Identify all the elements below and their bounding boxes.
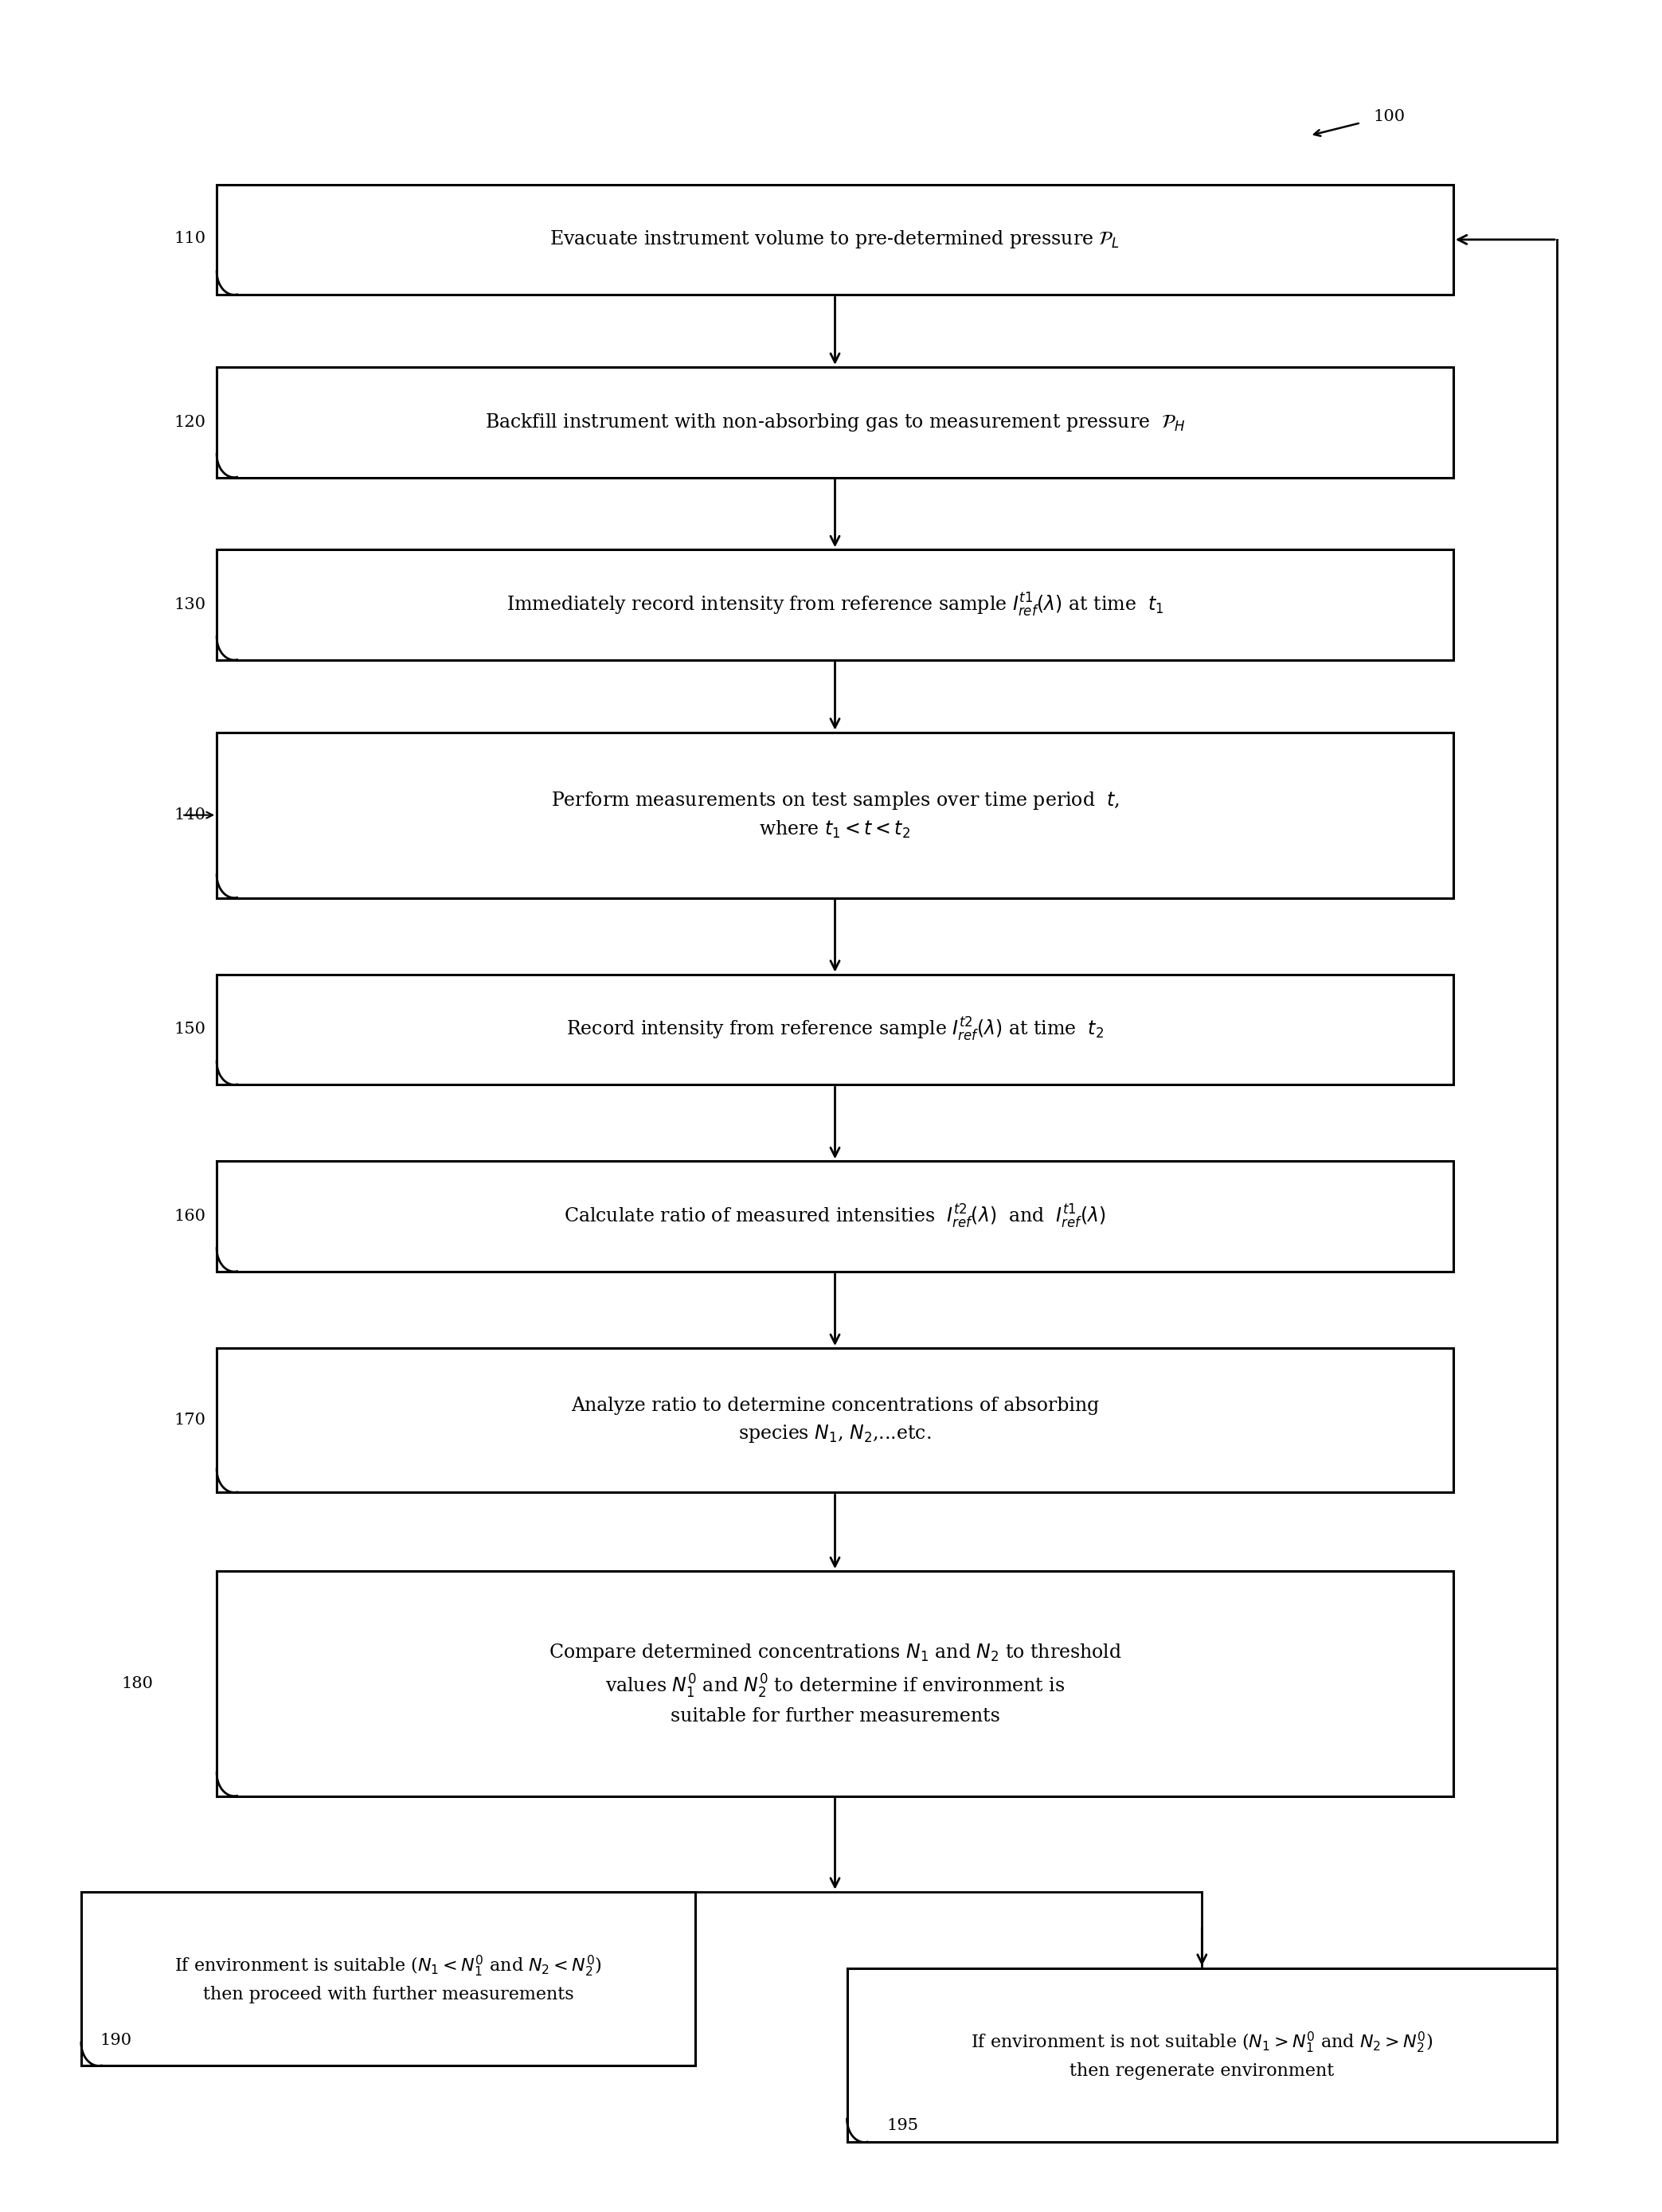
Text: Perform measurements on test samples over time period  $t$,
where $t_1 <  t < t_: Perform measurements on test samples ove… <box>550 790 1119 841</box>
Bar <box>81 1891 695 2066</box>
Text: 110: 110 <box>173 230 206 246</box>
Text: Compare determined concentrations $N_1$ and $N_2$ to threshold
values $N_1^0$ an: Compare determined concentrations $N_1$ … <box>548 1641 1122 1725</box>
Text: Analyze ratio to determine concentrations of absorbing
species $N_1$, $N_2$,...e: Analyze ratio to determine concentration… <box>570 1396 1099 1444</box>
Text: Calculate ratio of measured intensities  $I_{ref}^{t2}(\lambda)$  and  $I_{ref}^: Calculate ratio of measured intensities … <box>563 1203 1105 1230</box>
Text: 120: 120 <box>175 414 206 429</box>
Bar <box>216 1571 1453 1796</box>
Text: 150: 150 <box>175 1022 206 1037</box>
Text: Immediately record intensity from reference sample $I_{ref}^{t1}(\lambda)$ at ti: Immediately record intensity from refere… <box>507 591 1163 619</box>
Bar <box>216 732 1453 898</box>
Bar <box>216 1161 1453 1272</box>
Bar <box>216 367 1453 478</box>
Text: Backfill instrument with non-absorbing gas to measurement pressure  $\mathcal{P}: Backfill instrument with non-absorbing g… <box>485 411 1185 434</box>
Bar <box>848 1969 1557 2141</box>
Text: 180: 180 <box>121 1677 153 1692</box>
Text: Evacuate instrument volume to pre-determined pressure $\mathcal{P}_L$: Evacuate instrument volume to pre-determ… <box>550 228 1120 250</box>
Text: 170: 170 <box>175 1413 206 1427</box>
Text: 160: 160 <box>175 1210 206 1223</box>
Bar <box>216 184 1453 294</box>
Bar <box>216 1347 1453 1493</box>
Text: 195: 195 <box>888 2117 919 2132</box>
Text: 100: 100 <box>1373 108 1406 124</box>
Text: 130: 130 <box>173 597 206 613</box>
Text: If environment is suitable ($N_1 < N_1^0$ and $N_2 < N_2^0$)
then proceed with f: If environment is suitable ($N_1 < N_1^0… <box>175 1953 602 2004</box>
Text: If environment is not suitable ($N_1 > N_1^0$ and $N_2 > N_2^0$)
then regenerate: If environment is not suitable ($N_1 > N… <box>971 2031 1433 2079</box>
Bar <box>216 549 1453 659</box>
Text: Record intensity from reference sample $I_{ref}^{t2}(\lambda)$ at time  $t_2$: Record intensity from reference sample $… <box>567 1015 1104 1044</box>
Bar <box>216 973 1453 1084</box>
Text: 190: 190 <box>100 2033 133 2048</box>
Text: 140: 140 <box>175 807 206 823</box>
